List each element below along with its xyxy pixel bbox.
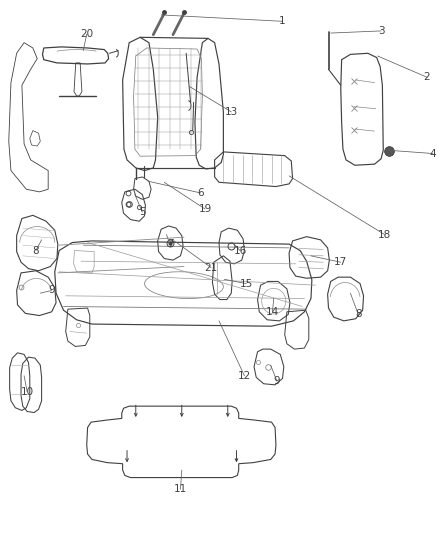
Text: 13: 13 bbox=[225, 107, 238, 117]
Text: 19: 19 bbox=[198, 204, 212, 214]
Text: 16: 16 bbox=[233, 246, 247, 255]
Text: 8: 8 bbox=[355, 310, 362, 319]
Text: 15: 15 bbox=[240, 279, 253, 288]
Text: 4: 4 bbox=[429, 149, 436, 158]
Text: 7: 7 bbox=[166, 239, 173, 249]
Text: 9: 9 bbox=[273, 376, 280, 386]
Text: 2: 2 bbox=[424, 72, 431, 82]
Text: 18: 18 bbox=[378, 230, 391, 239]
Text: 1: 1 bbox=[279, 17, 286, 26]
Text: 8: 8 bbox=[32, 246, 39, 255]
Text: 14: 14 bbox=[266, 307, 279, 317]
Text: 21: 21 bbox=[205, 263, 218, 272]
Text: 20: 20 bbox=[80, 29, 93, 39]
Text: 10: 10 bbox=[21, 387, 34, 397]
Text: 17: 17 bbox=[334, 257, 347, 267]
Text: 11: 11 bbox=[174, 484, 187, 494]
Text: 6: 6 bbox=[197, 188, 204, 198]
Text: 12: 12 bbox=[238, 371, 251, 381]
Text: 9: 9 bbox=[48, 286, 55, 295]
Text: 5: 5 bbox=[139, 207, 146, 217]
Text: 3: 3 bbox=[378, 26, 385, 36]
